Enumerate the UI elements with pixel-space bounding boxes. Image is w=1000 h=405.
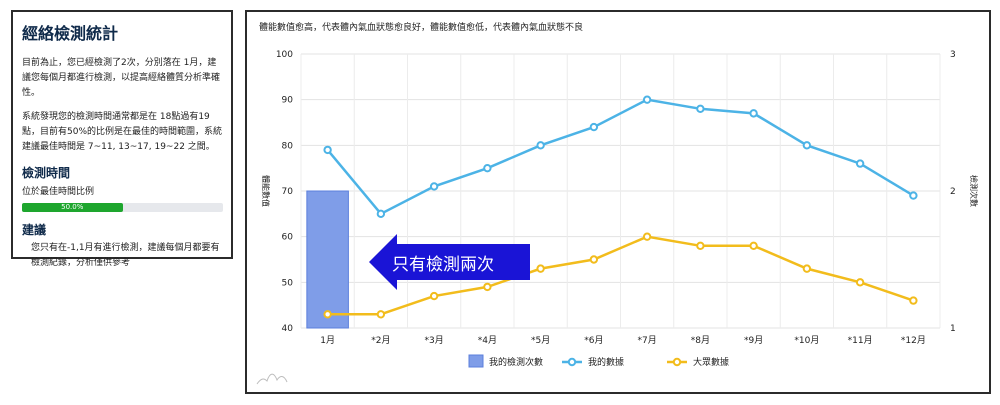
legend-label-my: 我的數據 bbox=[588, 356, 624, 368]
public-data-point bbox=[376, 310, 386, 319]
public-data-point bbox=[429, 291, 439, 301]
public-data-point bbox=[483, 282, 492, 292]
chart-frame: 體能數值愈高，代表體內氣血狀態愈良好，體能數值愈低，代表體內氣血狀態不良 40 50… bbox=[245, 10, 991, 394]
x-tick-label: *6月 bbox=[584, 335, 603, 346]
my-data-point bbox=[536, 141, 545, 150]
legend-swatch-public-dot bbox=[672, 357, 682, 367]
legend-label-public: 大眾數據 bbox=[693, 356, 729, 368]
public-data-point bbox=[909, 296, 918, 305]
my-data-line bbox=[326, 98, 915, 216]
public-data-point bbox=[323, 310, 332, 319]
time-analysis-text: 系統發現您的檢測時間通常都是在 18點過有19點，目前有50%的比例是在最佳的時… bbox=[22, 112, 223, 152]
legend-label-count: 我的檢測次數 bbox=[489, 356, 543, 368]
progress-label: 50.0% bbox=[61, 203, 84, 211]
y-tick-right: 3 bbox=[950, 50, 956, 60]
count-bar bbox=[306, 190, 349, 329]
my-data-point bbox=[909, 191, 918, 200]
my-data-point bbox=[642, 95, 652, 104]
public-data-point bbox=[696, 241, 705, 251]
x-tick-label: *11月 bbox=[848, 335, 873, 346]
public-data-point bbox=[642, 232, 652, 241]
y-tick-right: 2 bbox=[950, 187, 956, 197]
chart-title: 體能數值愈高，代表體內氣血狀態愈良好，體能數值愈低，代表體內氣血狀態不良 bbox=[259, 21, 583, 33]
my-data-point bbox=[483, 163, 492, 173]
section-title-time: 檢測時間 bbox=[22, 166, 71, 180]
ratio-label: 位於最佳時間比例 bbox=[22, 187, 95, 197]
y-tick-left: 80 bbox=[282, 141, 294, 151]
my-data-point bbox=[802, 141, 812, 150]
x-tick-label: *9月 bbox=[744, 335, 763, 346]
my-data-point bbox=[589, 122, 599, 132]
public-data-point bbox=[536, 264, 545, 273]
y-tick-right: 1 bbox=[950, 324, 956, 334]
x-tick-label: *3月 bbox=[425, 335, 444, 346]
annotation-arrow bbox=[369, 234, 530, 290]
section-title-advice: 建議 bbox=[22, 223, 47, 237]
public-data-point bbox=[855, 278, 865, 287]
advice-text: 您只有在-1,1月有進行檢測，建議每個月都要有檢測紀錄，分析僅供參考 bbox=[31, 243, 220, 268]
panel-title: 經絡檢測統計 bbox=[22, 24, 119, 43]
y-axis-title-left: 體能數值 bbox=[261, 175, 271, 207]
chart-logo-icon bbox=[256, 373, 288, 385]
legend-swatch-my-dot bbox=[567, 357, 577, 367]
x-tick-label: *12月 bbox=[901, 335, 926, 346]
public-data-line bbox=[327, 235, 914, 316]
x-tick-label: *7月 bbox=[638, 335, 657, 346]
chart: 體能數值愈高，代表體內氣血狀態愈良好，體能數值愈低，代表體內氣血狀態不良 40 50… bbox=[256, 21, 979, 385]
x-tick-label: *4月 bbox=[478, 335, 497, 346]
legend-swatch-count bbox=[468, 354, 484, 368]
x-tick-label: 1月 bbox=[320, 335, 335, 346]
summary-text: 目前為止，您已經檢測了2次，分別落在 1月，建議您每個月都進行檢測，以提高經絡體… bbox=[22, 58, 221, 98]
my-data-point bbox=[429, 182, 439, 191]
my-data-point bbox=[376, 209, 386, 219]
y-tick-left: 90 bbox=[282, 96, 294, 106]
my-data-point bbox=[749, 109, 758, 118]
y-axis-title-right: 檢測次數 bbox=[969, 175, 979, 207]
annotation-text: 只有檢測兩次 bbox=[392, 255, 494, 275]
public-data-point bbox=[802, 264, 812, 273]
x-tick-label: *8月 bbox=[691, 335, 710, 346]
my-data-point bbox=[323, 145, 332, 155]
x-tick-label: *2月 bbox=[371, 335, 390, 346]
y-tick-left: 50 bbox=[282, 278, 294, 288]
my-data-point bbox=[696, 104, 705, 114]
y-tick-left: 70 bbox=[282, 187, 294, 197]
y-tick-left: 100 bbox=[276, 50, 293, 60]
y-tick-left: 60 bbox=[282, 233, 294, 243]
progress-bar: 50.0% bbox=[22, 203, 223, 212]
y-tick-left: 40 bbox=[282, 324, 294, 334]
my-data-point bbox=[855, 159, 865, 168]
public-data-point bbox=[589, 255, 599, 264]
x-tick-label: *5月 bbox=[531, 335, 550, 346]
stats-panel: 經絡檢測統計 目前為止，您已經檢測了2次，分別落在 1月，建議您每個月都進行檢測… bbox=[11, 10, 233, 268]
x-tick-label: *10月 bbox=[794, 335, 819, 346]
progress-fill bbox=[22, 203, 123, 212]
public-data-point bbox=[749, 241, 758, 251]
